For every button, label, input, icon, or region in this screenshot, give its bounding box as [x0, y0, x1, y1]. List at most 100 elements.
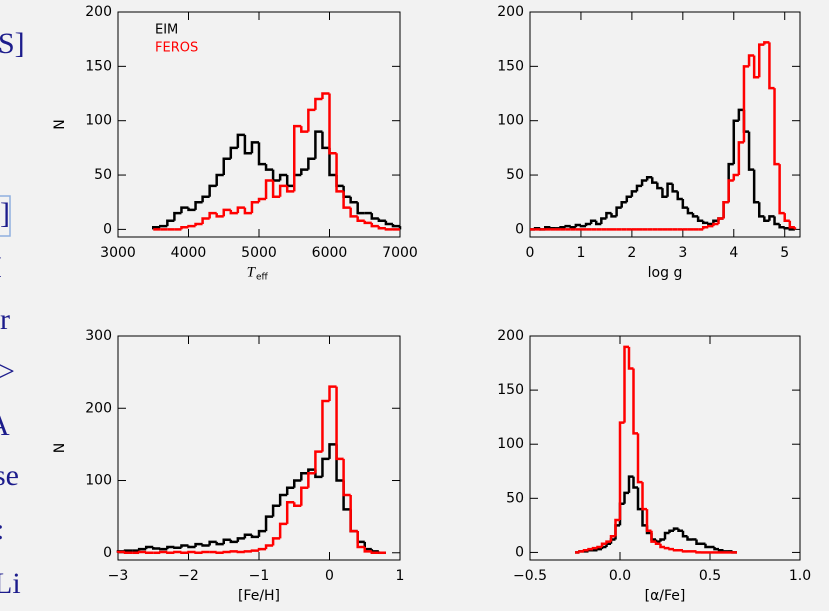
histogram-bin [285, 185, 295, 193]
panel: −3 −2 −1 0 1 0 100 200 300 [Fe/H] N [52, 328, 404, 604]
histogram-bin [614, 518, 620, 537]
histogram-bin [293, 124, 302, 192]
histogram-bin [180, 206, 189, 214]
histogram-bin [356, 202, 365, 215]
histogram-bin [384, 228, 393, 231]
histogram-bin [123, 549, 133, 552]
histogram-bin [229, 539, 238, 544]
y-tick-label: 100 [497, 113, 524, 129]
histogram-bin [285, 486, 295, 495]
histogram-bin [293, 502, 302, 508]
histogram-bin [328, 385, 337, 402]
x-tick-label: −0.5 [513, 568, 547, 584]
histogram-bin [707, 222, 714, 226]
histogram-bin [264, 544, 274, 550]
histogram-bin [717, 549, 724, 552]
histogram-bin [620, 200, 627, 208]
histogram-bin [630, 190, 637, 197]
histogram-bin [579, 224, 587, 228]
slide-fragment: A [0, 409, 10, 442]
histogram-bin [187, 207, 196, 212]
histogram-bin [757, 43, 765, 78]
y-tick-label: 150 [497, 382, 524, 398]
histogram-bin [243, 134, 252, 155]
histogram-bin [704, 543, 710, 549]
histogram-bin [615, 206, 622, 217]
histogram-bin [641, 482, 647, 511]
histogram-bin [377, 218, 386, 222]
histogram-bin [640, 179, 648, 186]
legend-entry: FEROS [155, 41, 198, 56]
histogram-bin [222, 538, 231, 545]
histogram-bin [335, 153, 344, 193]
histogram-bin [314, 450, 323, 474]
y-tick-label: 300 [85, 328, 112, 344]
histogram-bin [187, 224, 196, 228]
histogram-bin [349, 494, 358, 533]
y-tick-label: 100 [85, 113, 112, 129]
histogram-bin [661, 188, 668, 199]
histogram-bin [328, 93, 337, 155]
histogram-bin [783, 213, 790, 222]
histogram-bin [587, 547, 593, 551]
histogram-bin [278, 173, 288, 181]
histogram-bin [271, 504, 281, 517]
histogram-bin [686, 207, 694, 215]
histogram-bin [321, 399, 330, 452]
histogram-bin [618, 421, 625, 520]
histogram-bin [250, 141, 259, 154]
histogram-bin [370, 222, 379, 228]
x-axis-label: log g [648, 265, 683, 281]
y-tick-label: 50 [94, 167, 112, 183]
histogram-bin [623, 491, 629, 504]
histogram-bin [229, 550, 238, 553]
histogram-bin [641, 509, 647, 527]
histogram-bin [681, 198, 688, 209]
histogram-bin [752, 169, 760, 204]
x-tick-label: 0.5 [699, 568, 721, 584]
histogram-bin [773, 216, 780, 226]
histogram-bin [569, 225, 576, 229]
histogram-bin [788, 220, 795, 229]
y-tick-label: 200 [497, 328, 524, 344]
histogram-bin [574, 223, 581, 228]
y-tick-label: 0 [515, 221, 524, 237]
histogram-bin [778, 223, 785, 229]
histogram-bin [763, 216, 770, 222]
histogram-bin [159, 550, 168, 554]
histogram-bin [166, 545, 175, 550]
histogram-bin [201, 217, 210, 224]
histogram-bin [363, 220, 372, 225]
histogram-bin [243, 207, 252, 215]
histogram-bin [778, 164, 785, 215]
histogram-bin [215, 213, 224, 218]
histogram-bin [650, 530, 656, 543]
legend-entry: EIM [155, 23, 178, 38]
histogram-bin [636, 487, 643, 511]
histogram-bin [194, 200, 203, 210]
histogram-bin [663, 531, 670, 540]
histogram-bin [696, 216, 704, 222]
histogram-bin [116, 550, 126, 554]
histogram-bin [666, 182, 673, 197]
histogram-bin [391, 223, 400, 228]
histogram-bin [591, 546, 598, 550]
histogram-bin [201, 550, 210, 554]
x-tick-label: 3000 [100, 245, 136, 261]
histogram-bin [356, 216, 365, 222]
histogram-bin [672, 549, 679, 552]
x-axis-label: [Fe/H] [238, 588, 280, 604]
histogram-bin [229, 209, 238, 215]
y-tick-label: 100 [497, 436, 524, 452]
y-tick-label: 0 [103, 545, 112, 561]
histogram-bin [144, 551, 154, 555]
histogram-bin [632, 476, 638, 489]
histogram-bin [229, 146, 238, 159]
histogram-bin [363, 546, 372, 553]
histogram-bin [635, 184, 643, 192]
y-tick-label: 200 [85, 4, 112, 20]
histogram-bin [180, 225, 189, 230]
histogram-bin [783, 227, 790, 230]
